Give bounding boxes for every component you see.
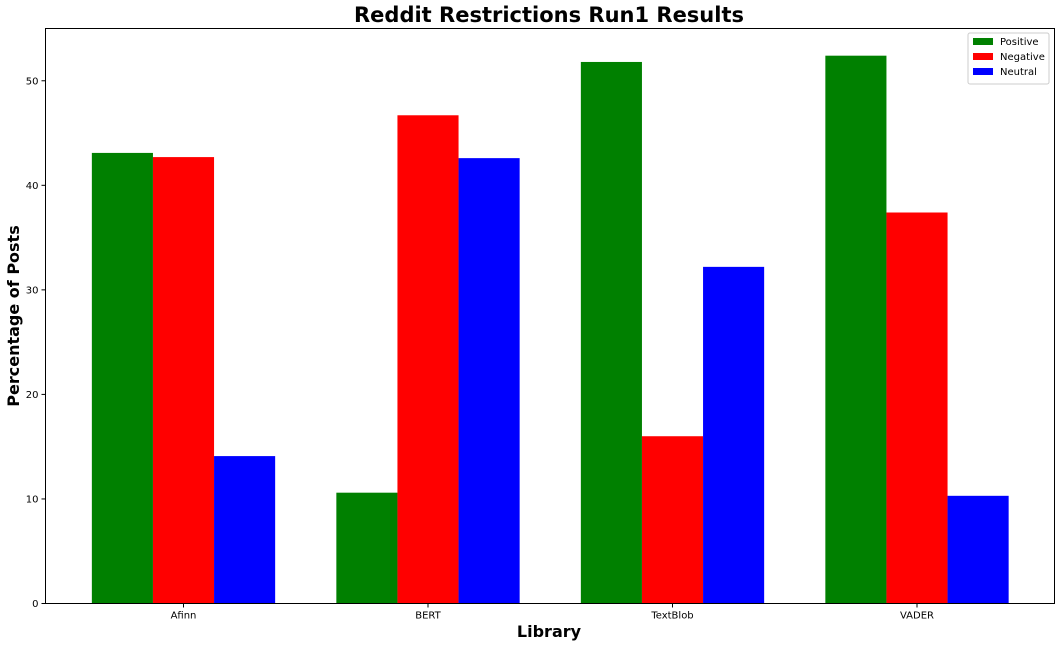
bar-neutral-bert (458, 158, 520, 604)
bar-positive-afinn (91, 152, 153, 604)
bars-layer (91, 55, 1009, 604)
legend-swatch-neutral (973, 68, 993, 75)
bar-negative-afinn (152, 157, 215, 604)
bar-negative-textblob (641, 436, 704, 604)
bar-positive-bert (336, 492, 398, 604)
x-tick-label: BERT (415, 611, 441, 622)
y-axis: 0 10 20 30 40 50 (26, 76, 46, 610)
chart-title: Reddit Restrictions Run1 Results (354, 3, 744, 27)
y-tick-label: 50 (26, 76, 39, 87)
x-axis-label: Library (517, 622, 582, 641)
bar-negative-bert (397, 115, 459, 604)
bar-negative-vader (886, 212, 948, 604)
y-tick-label: 20 (26, 390, 39, 401)
y-axis-label: Percentage of Posts (4, 225, 23, 406)
plot-frame (45, 28, 1055, 604)
x-tick-label: VADER (900, 611, 934, 622)
x-tick-label: Afinn (171, 611, 197, 622)
legend: Positive Negative Neutral (967, 32, 1050, 85)
legend-swatch-negative (973, 53, 993, 60)
legend-label-neutral: Neutral (1000, 67, 1037, 78)
bar-positive-vader (825, 55, 887, 604)
legend-label-negative: Negative (1000, 52, 1045, 63)
y-tick-label: 40 (26, 181, 39, 192)
bar-positive-textblob (580, 61, 642, 604)
bar-neutral-textblob (703, 266, 765, 604)
bar-neutral-afinn (214, 456, 276, 604)
y-tick-label: 0 (32, 599, 38, 610)
legend-swatch-positive (973, 38, 993, 45)
y-tick-label: 10 (26, 494, 39, 505)
bar-neutral-vader (947, 495, 1009, 604)
x-tick-label: TextBlob (650, 611, 693, 622)
x-axis: Afinn BERT TextBlob VADER (171, 603, 934, 622)
y-tick-label: 30 (26, 285, 39, 296)
legend-label-positive: Positive (1000, 37, 1039, 48)
